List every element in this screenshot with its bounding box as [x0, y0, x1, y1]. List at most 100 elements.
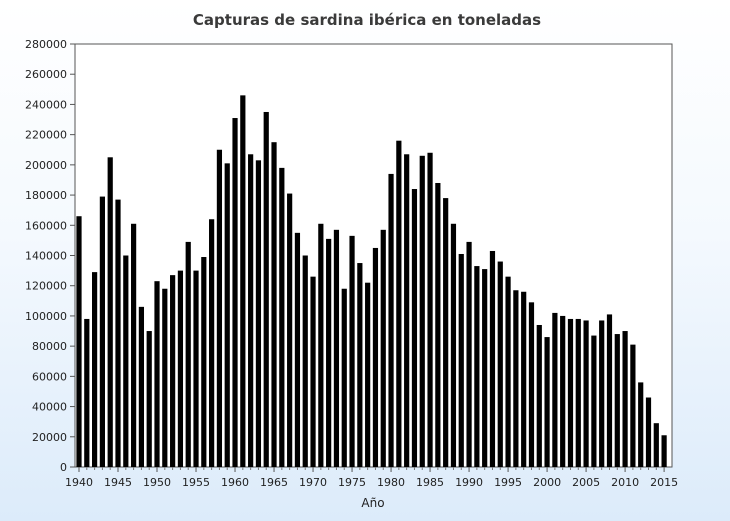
- y-tick-label: 220000: [25, 129, 67, 142]
- bar-1952: [170, 275, 176, 467]
- bar-1980: [388, 173, 394, 468]
- bar-2011: [630, 344, 636, 467]
- bar-2010: [622, 331, 628, 467]
- bar-1955: [193, 270, 199, 467]
- bar-1971: [318, 223, 324, 467]
- x-tick-label: 1950: [143, 476, 171, 489]
- bar-1974: [341, 288, 347, 467]
- bar-1990: [466, 241, 472, 467]
- bar-1991: [474, 266, 480, 467]
- bar-1988: [450, 223, 457, 467]
- bar-1965: [271, 142, 277, 467]
- y-tick-label: 20000: [32, 431, 67, 444]
- x-tick-label: 2000: [533, 476, 561, 489]
- x-tick-label: 1980: [377, 476, 405, 489]
- bar-1960: [232, 118, 238, 467]
- bar-1976: [357, 263, 363, 467]
- chart-title: Capturas de sardina ibérica en toneladas: [193, 11, 541, 29]
- bar-2015: [661, 435, 667, 467]
- bar-1968: [294, 232, 301, 467]
- bar-1959: [224, 163, 230, 467]
- bar-1969: [302, 255, 308, 467]
- x-tick-label: 2010: [611, 476, 639, 489]
- bar-1966: [279, 167, 285, 467]
- y-tick-label: 200000: [25, 159, 67, 172]
- y-tick-label: 100000: [25, 310, 67, 323]
- x-tick-label: 1975: [338, 476, 366, 489]
- bar-2004: [575, 318, 581, 467]
- bar-1996: [513, 290, 519, 467]
- bar-2002: [560, 315, 566, 467]
- bar-1975: [349, 235, 355, 467]
- bar-1970: [310, 276, 316, 467]
- bar-1951: [162, 288, 168, 467]
- x-tick-label: 1985: [416, 476, 444, 489]
- x-tick-label: 1940: [65, 476, 93, 489]
- bar-1982: [404, 154, 410, 467]
- bar-2005: [583, 320, 589, 467]
- y-tick-label: 80000: [32, 340, 67, 353]
- bars: [76, 95, 667, 468]
- x-tick-label: 1995: [494, 476, 522, 489]
- bar-1983: [411, 189, 418, 467]
- bar-1994: [497, 261, 503, 467]
- bar-1956: [201, 257, 207, 467]
- bar-1997: [521, 291, 527, 467]
- bar-1961: [240, 95, 246, 468]
- x-tick-label: 1960: [221, 476, 249, 489]
- y-tick-label: 180000: [25, 189, 67, 202]
- bar-1946: [123, 255, 129, 467]
- bar-1944: [107, 157, 113, 468]
- bar-1998: [528, 302, 535, 467]
- x-tick-label: 1970: [299, 476, 327, 489]
- bar-1963: [255, 160, 262, 467]
- bar-1948: [138, 306, 145, 467]
- bar-1945: [115, 199, 121, 467]
- y-tick-label: 0: [60, 461, 67, 474]
- bar-1947: [131, 223, 137, 467]
- x-tick-label: 1945: [104, 476, 132, 489]
- bar-1962: [248, 154, 254, 467]
- bar-2007: [599, 320, 605, 467]
- bar-1986: [435, 182, 441, 468]
- bar-1967: [287, 193, 293, 467]
- bar-1943: [99, 196, 105, 467]
- x-tick-label: 1990: [455, 476, 483, 489]
- bar-1979: [380, 229, 386, 467]
- bar-1953: [177, 270, 184, 467]
- y-tick-label: 120000: [25, 280, 67, 293]
- bar-2013: [645, 397, 652, 467]
- bar-1993: [489, 250, 496, 467]
- x-tick-label: 1965: [260, 476, 288, 489]
- bar-1989: [458, 253, 464, 467]
- bar-1940: [76, 216, 82, 467]
- bar-2008: [606, 314, 613, 467]
- bar-1999: [536, 324, 542, 467]
- y-tick-label: 140000: [25, 250, 67, 263]
- bar-2009: [614, 334, 620, 467]
- bar-1942: [92, 272, 98, 467]
- y-tick-label: 280000: [25, 38, 67, 51]
- y-tick-label: 40000: [32, 401, 67, 414]
- bar-1985: [427, 152, 433, 467]
- x-axis: 1940 1945 1950 1955 1960 1965 1970 1975 1980 1985…: [65, 467, 678, 489]
- bar-1954: [185, 241, 191, 467]
- bar-1964: [263, 111, 269, 467]
- bar-2000: [544, 337, 550, 467]
- bar-1984: [419, 155, 425, 468]
- bar-1972: [326, 238, 332, 467]
- y-tick-label: 160000: [25, 219, 67, 232]
- x-tick-label: 1955: [182, 476, 210, 489]
- bar-1978: [372, 247, 379, 467]
- x-axis-label: Año: [361, 496, 384, 510]
- x-tick-label: 2005: [572, 476, 600, 489]
- bar-1977: [365, 282, 371, 467]
- bar-2001: [552, 312, 558, 467]
- y-axis: 0 20000 40000 60000 80000 100000 120000 140000 1…: [25, 38, 75, 474]
- bar-1992: [482, 269, 488, 467]
- bar-1987: [443, 198, 449, 467]
- bar-2012: [638, 382, 644, 467]
- bar-1981: [396, 140, 402, 467]
- bar-1957: [209, 219, 215, 467]
